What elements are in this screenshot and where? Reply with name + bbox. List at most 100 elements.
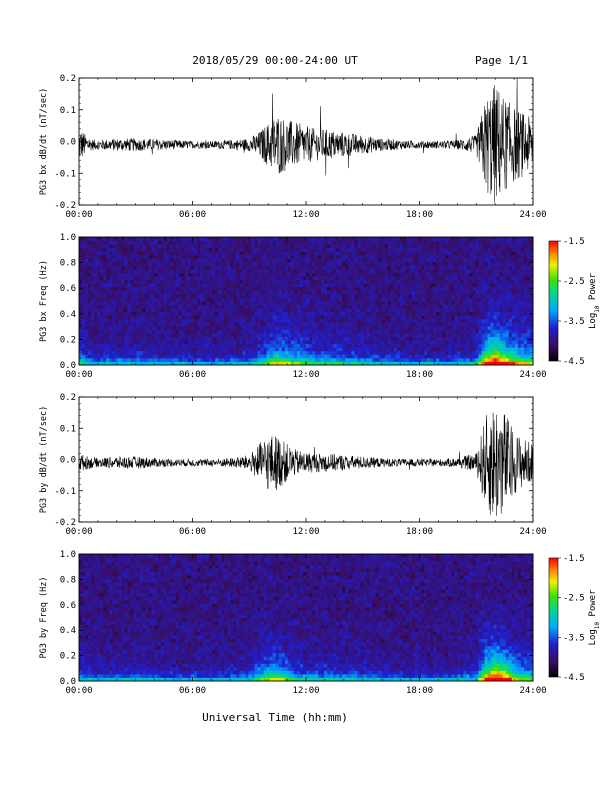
heatmap-cell <box>175 237 180 241</box>
heatmap-cell <box>184 357 189 362</box>
heatmap-cell <box>181 308 186 313</box>
heatmap-cell <box>439 247 443 252</box>
heatmap-cell <box>187 343 192 348</box>
heatmap-cell <box>417 269 422 273</box>
heatmap-cell <box>436 269 440 273</box>
heatmap-cell <box>315 350 319 355</box>
heatmap-cell <box>306 315 310 320</box>
heatmap-cell <box>151 286 156 291</box>
heatmap-cell <box>118 329 122 334</box>
heatmap-cell <box>154 286 159 291</box>
heatmap-cell <box>106 293 110 298</box>
heatmap-cell <box>194 350 198 355</box>
heatmap-cell <box>115 269 119 273</box>
heatmap-cell <box>200 293 204 298</box>
heatmap-cell <box>424 279 428 284</box>
heatmap-cell <box>181 315 186 320</box>
heatmap-cell <box>466 290 470 295</box>
heatmap-cell <box>154 315 159 320</box>
heatmap-cell <box>263 333 268 337</box>
heatmap-cell <box>451 354 455 359</box>
heatmap-cell <box>166 290 171 295</box>
heatmap-cell <box>136 283 140 288</box>
heatmap-cell <box>478 343 482 348</box>
heatmap-cell <box>354 290 358 295</box>
heatmap-cell <box>260 343 265 348</box>
heatmap-cell <box>184 283 189 288</box>
heatmap-cell <box>200 237 204 241</box>
heatmap-cell <box>121 251 125 256</box>
heatmap-cell <box>445 357 449 362</box>
heatmap-cell <box>169 361 174 366</box>
heatmap-cell <box>269 254 274 259</box>
heatmap-cell <box>287 240 292 245</box>
heatmap-cell <box>133 322 137 327</box>
heatmap-cell <box>269 343 274 348</box>
heatmap-cell <box>384 343 389 348</box>
heatmap-cell <box>133 244 137 249</box>
heatmap-cell <box>487 304 492 309</box>
heatmap-cell <box>354 237 358 241</box>
heatmap-cell <box>281 318 286 323</box>
heatmap-cell <box>299 308 304 313</box>
heatmap-cell <box>278 251 283 256</box>
heatmap-cell <box>248 354 252 359</box>
heatmap-cell <box>312 265 316 270</box>
heatmap-cell <box>451 350 455 355</box>
heatmap-cell <box>345 276 349 281</box>
heatmap-cell <box>469 304 473 309</box>
heatmap-cell <box>290 311 295 316</box>
heatmap-cell <box>481 279 485 284</box>
heatmap-cell <box>97 350 101 355</box>
heatmap-cell <box>321 279 325 284</box>
heatmap-cell <box>430 276 434 281</box>
heatmap-cell <box>184 325 189 330</box>
heatmap-cell <box>372 247 377 252</box>
heatmap-cell <box>187 290 192 295</box>
heatmap-cell <box>200 350 204 355</box>
heatmap-cell <box>421 261 425 266</box>
heatmap-cell <box>127 308 131 313</box>
heatmap-cell <box>130 237 134 241</box>
heatmap-cell <box>363 265 367 270</box>
heatmap-cell <box>333 350 337 355</box>
heatmap-cell <box>312 276 316 281</box>
heatmap-cell <box>299 311 304 316</box>
heatmap-cell <box>157 254 162 259</box>
heatmap-cell <box>372 340 377 345</box>
heatmap-cell <box>233 272 237 277</box>
heatmap-cell <box>118 350 122 355</box>
heatmap-cell <box>221 336 225 341</box>
heatmap-cell <box>442 279 446 284</box>
heatmap-cell <box>414 297 419 302</box>
heatmap-cell <box>302 311 307 316</box>
heatmap-cell <box>236 301 240 305</box>
heatmap-cell <box>396 333 401 337</box>
heatmap-cell <box>312 361 316 366</box>
heatmap-cell <box>481 290 485 295</box>
heatmap-cell <box>306 325 310 330</box>
heatmap-cell <box>263 269 268 273</box>
heatmap-cell <box>390 357 395 362</box>
heatmap-cell <box>145 315 150 320</box>
heatmap-cell <box>302 304 307 309</box>
heatmap-cell <box>372 237 377 241</box>
heatmap-cell <box>402 311 407 316</box>
heatmap-cell <box>151 254 156 259</box>
heatmap-cell <box>251 350 255 355</box>
heatmap-cell <box>212 258 216 263</box>
heatmap-cell <box>484 325 488 330</box>
heatmap-cell <box>430 301 434 305</box>
heatmap-cell <box>85 293 89 298</box>
heatmap-cell <box>375 304 380 309</box>
heatmap-cell <box>112 357 116 362</box>
heatmap-cell <box>260 318 265 323</box>
heatmap-cell <box>357 301 361 305</box>
heatmap-cell <box>442 258 446 263</box>
heatmap-cell <box>181 322 186 327</box>
heatmap-cell <box>278 340 283 345</box>
heatmap-cell <box>360 237 364 241</box>
heatmap-cell <box>414 315 419 320</box>
heatmap-cell <box>109 272 113 277</box>
heatmap-cell <box>251 261 255 266</box>
